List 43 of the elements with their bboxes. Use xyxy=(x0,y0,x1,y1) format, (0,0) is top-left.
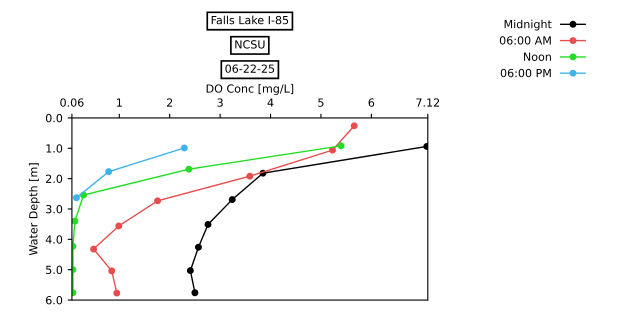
legend-label: 06:00 PM xyxy=(500,68,551,78)
y-axis-title: Water Depth [m] xyxy=(28,163,40,256)
legend-label: 06:00 AM xyxy=(500,36,551,45)
x-tick-label: 3 xyxy=(217,98,223,107)
x-tick-label: 0.06 xyxy=(60,98,84,107)
point xyxy=(338,142,345,150)
text: 06-22-25 xyxy=(225,64,274,73)
y-tick-label: 4.0 xyxy=(46,235,62,244)
x-tick-label: 6 xyxy=(368,98,374,107)
chart-subtitle: NCSU xyxy=(235,40,265,49)
y-tick-label: 6.0 xyxy=(46,296,62,304)
y-tick-label: 2.0 xyxy=(46,174,62,184)
point xyxy=(115,222,122,230)
x-tick-label: 5 xyxy=(318,98,324,107)
y-tick-label: 3.0 xyxy=(46,204,62,214)
point xyxy=(185,166,192,173)
x-tick-label: 7.12 xyxy=(416,98,440,107)
x-tick-label: 2 xyxy=(166,98,172,107)
point xyxy=(113,290,120,297)
point xyxy=(90,246,98,253)
point xyxy=(180,144,188,152)
legend-label: Noon xyxy=(524,52,551,61)
point xyxy=(72,218,78,225)
point xyxy=(350,122,358,130)
point xyxy=(105,168,112,176)
point xyxy=(204,220,212,228)
point xyxy=(228,196,236,204)
x-axis-title: DO Conc [mg/L] xyxy=(206,84,294,95)
point xyxy=(191,289,198,296)
legend-label: Midnight xyxy=(504,20,552,30)
point xyxy=(329,146,336,154)
point xyxy=(154,197,162,204)
y-tick-label: 0.0 xyxy=(46,114,62,122)
y-tick-label: 5.0 xyxy=(46,266,62,274)
x-tick-label: 4 xyxy=(268,98,274,107)
point xyxy=(246,172,254,180)
point xyxy=(186,267,194,274)
x-tick-label: 1 xyxy=(116,98,122,107)
point xyxy=(194,244,202,251)
chart-title: Falls Lake I-85 xyxy=(212,16,288,24)
point xyxy=(108,267,116,274)
point xyxy=(72,194,80,202)
y-tick-label: 1.0 xyxy=(46,144,62,153)
